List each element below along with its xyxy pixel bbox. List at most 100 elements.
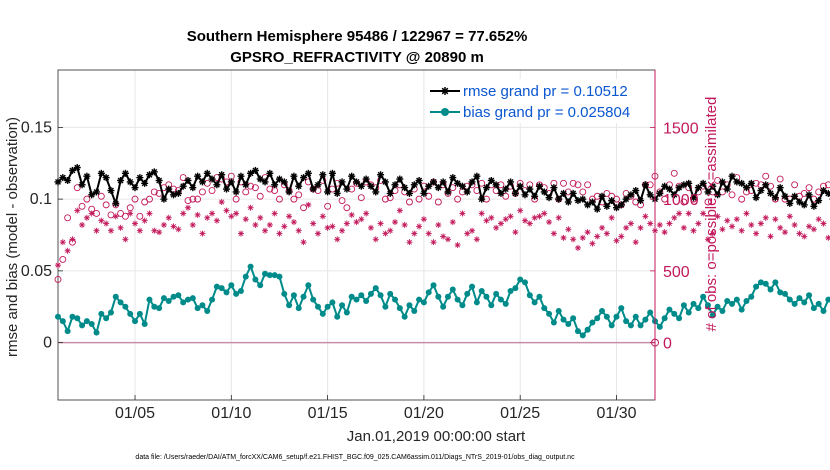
bias-point: [522, 279, 529, 286]
rmse-point: [747, 179, 755, 187]
bias-point: [488, 302, 495, 309]
assimilated-point: [483, 217, 490, 224]
rmse-point: [521, 191, 529, 199]
assimilated-point: [786, 213, 793, 220]
bias-point: [435, 293, 442, 300]
assimilated-point: [642, 213, 649, 220]
assimilated-point: [565, 226, 572, 233]
assimilated-point: [295, 227, 302, 234]
rmse-point: [762, 181, 770, 189]
rmse-point: [107, 187, 115, 195]
assimilated-point: [550, 230, 557, 237]
bias-point: [613, 313, 620, 320]
assimilated-point: [724, 217, 731, 224]
bias-point: [781, 290, 788, 297]
assimilated-point: [729, 223, 736, 230]
y-tick-label-0: 0: [43, 335, 52, 352]
bias-point: [603, 313, 610, 320]
legend-bias-label: bias grand pr = 0.025804: [463, 104, 630, 121]
rmse-point: [511, 189, 519, 197]
bias-point: [146, 296, 153, 303]
possible-point: [680, 198, 688, 206]
assimilated-point: [473, 236, 480, 243]
assimilated-point: [194, 211, 201, 218]
bias-point: [825, 296, 830, 303]
bias-point: [372, 285, 379, 292]
rmse-point: [275, 175, 283, 183]
rmse-point: [97, 169, 105, 177]
assimilated-point: [637, 224, 644, 231]
assimilated-point: [810, 226, 817, 233]
bias-point: [132, 318, 139, 325]
bias-point: [204, 308, 211, 315]
bias-point: [358, 292, 365, 299]
assimilated-point: [690, 227, 697, 234]
rmse-point: [420, 189, 428, 197]
rmse-point: [396, 175, 404, 183]
assimilated-point: [661, 229, 668, 236]
rmse-point: [141, 179, 149, 187]
assimilated-point: [358, 216, 365, 223]
rmse-point: [117, 176, 125, 184]
bias-point: [266, 272, 273, 279]
bias-point: [647, 309, 654, 316]
bias-point: [59, 318, 66, 325]
x-tick-label-3: 01/20: [404, 405, 444, 422]
bias-point: [420, 299, 427, 306]
x-tick-label-1: 01/10: [211, 405, 251, 422]
bias-point: [656, 323, 663, 330]
bias-point: [642, 316, 649, 323]
assimilated-point: [574, 244, 581, 251]
rmse-point: [800, 201, 808, 209]
rmse-point: [545, 194, 553, 202]
possible-point: [357, 194, 365, 202]
assimilated-point: [237, 230, 244, 237]
assimilated-point: [454, 242, 461, 249]
y2-axis-label: # of obs: o=possible; ×=assimilated: [703, 97, 720, 332]
rmse-point: [179, 182, 187, 190]
bias-point: [512, 285, 519, 292]
possible-point: [83, 195, 91, 203]
possible-point: [189, 195, 197, 203]
bias-point: [632, 313, 639, 320]
rmse-point: [709, 182, 717, 190]
rmse-point: [131, 184, 139, 192]
rmse-point: [261, 178, 269, 186]
rmse-point: [405, 189, 413, 197]
bias-point: [623, 318, 630, 325]
rmse-point: [410, 181, 418, 189]
bias-point: [300, 293, 307, 300]
bias-point: [753, 283, 760, 290]
rmse-point: [564, 198, 572, 206]
assimilated-point: [59, 239, 66, 246]
possible-point: [73, 184, 81, 192]
rmse-point: [608, 197, 616, 205]
assimilated-point: [536, 213, 543, 220]
bias-point: [112, 293, 119, 300]
assimilated-point: [98, 217, 105, 224]
rmse-point: [155, 176, 163, 184]
rmse-point: [271, 181, 279, 189]
rmse-point: [579, 195, 587, 203]
rmse-point: [497, 189, 505, 197]
possible-point: [232, 195, 240, 203]
rmse-point: [381, 178, 389, 186]
assimilated-point: [175, 226, 182, 233]
possible-point: [584, 181, 592, 189]
assimilated-point: [266, 221, 273, 228]
rmse-point: [338, 178, 346, 186]
possible-point: [574, 181, 582, 189]
assimilated-point: [425, 230, 432, 237]
rmse-point: [670, 191, 678, 199]
rmse-point: [59, 174, 67, 182]
rmse-point: [473, 172, 481, 180]
rmse-point: [820, 187, 828, 195]
bias-point: [136, 310, 143, 317]
bias-point: [262, 270, 269, 277]
rmse-point: [560, 189, 568, 197]
rmse-point: [314, 181, 322, 189]
bias-point: [724, 298, 731, 304]
bias-point: [560, 316, 567, 323]
bias-point: [233, 290, 240, 297]
possible-point: [805, 184, 813, 192]
